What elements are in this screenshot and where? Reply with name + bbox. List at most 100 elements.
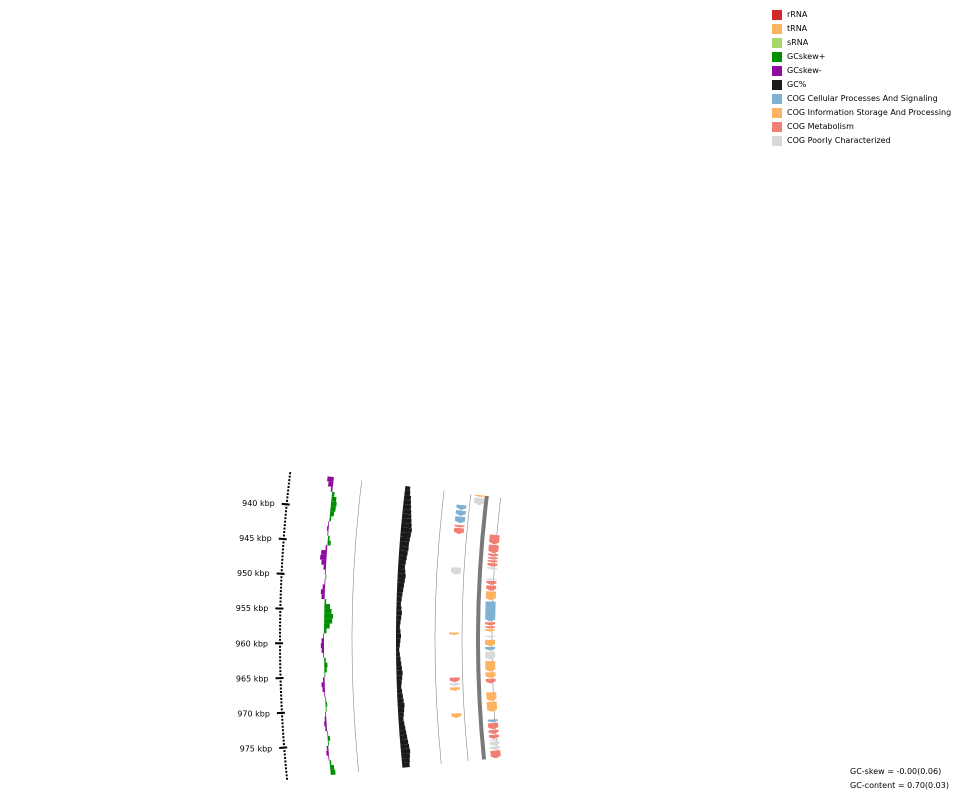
minor-tick (285, 770, 288, 773)
minor-tick (279, 684, 282, 687)
minor-tick (279, 670, 282, 673)
minor-tick (279, 635, 282, 638)
gc-skew-negative-bar (324, 569, 326, 575)
gc-content-bar (396, 665, 402, 671)
minor-tick (279, 673, 282, 676)
gc-content-bar (397, 578, 405, 584)
minor-tick (284, 513, 287, 516)
gc-content-bar (398, 559, 406, 565)
gc-content-bar (398, 725, 406, 731)
minor-tick (280, 569, 283, 572)
gene-outer-1 (489, 534, 500, 545)
major-tick (279, 746, 288, 749)
minor-tick (279, 617, 282, 620)
minor-tick (279, 604, 282, 607)
gc-content-bar (400, 743, 410, 750)
minor-tick (279, 680, 282, 683)
gc-content-bar (396, 670, 403, 676)
gc-skew-positive-bar (331, 491, 335, 497)
gc-content-bar (401, 522, 412, 529)
minor-tick (279, 687, 282, 690)
tick-label: 950 kbp (237, 569, 270, 578)
gc-skew-positive-bar (327, 535, 330, 541)
gene-reverse-1 (456, 504, 467, 510)
gc-content-bar (400, 527, 412, 533)
gc-content-bar (396, 679, 402, 685)
legend-label-trna: tRNA (787, 24, 808, 33)
gc-content-bar (396, 615, 402, 620)
gene-outer-18 (485, 646, 496, 651)
gc-skew-negative-bar (325, 711, 327, 717)
legend-item-trna: tRNA (772, 22, 951, 36)
gene-outer-9 (486, 580, 497, 585)
tick-label: 970 kbp (237, 709, 270, 718)
minor-tick (283, 531, 286, 534)
gene-reverse-2 (455, 510, 466, 516)
gc-content-bar (397, 582, 405, 588)
minor-tick (281, 718, 284, 721)
gc-skew-positive-bar (324, 672, 326, 678)
gc-skew-positive-bar (324, 599, 327, 605)
minor-tick (287, 486, 290, 489)
gc-content-bar (401, 518, 412, 524)
gc-content-bar (399, 734, 408, 741)
gc-content-bar (398, 716, 404, 722)
minor-tick (287, 482, 290, 485)
gc-skew-negative-bar (324, 716, 327, 722)
tick-label: 955 kbp (236, 604, 269, 613)
gc-content-bar (397, 693, 403, 699)
gc-skew-positive-bar (327, 731, 329, 737)
gc-content-bar (396, 619, 401, 625)
gene-reverse-10 (449, 687, 461, 691)
minor-tick (279, 610, 282, 613)
gene-outer-25 (487, 719, 498, 723)
minor-tick (279, 690, 282, 693)
gc-skew-negative-bar (328, 755, 330, 761)
gc-skew-positive-bar (325, 706, 327, 712)
gene-reverse-8 (449, 677, 460, 683)
minor-tick (284, 763, 287, 766)
gene-outer-22 (485, 678, 496, 684)
gc-content-stat: GC-content = 0.70(0.03) (850, 781, 949, 790)
gc-content-bar (398, 550, 408, 556)
gene-reverse-4 (454, 524, 465, 528)
legend: rRNA tRNA sRNA GCskew+ GCskew- GC% COG C… (772, 8, 951, 148)
minor-tick (289, 472, 292, 475)
minor-tick (282, 736, 285, 739)
legend-item-cog-metabolism: COG Metabolism (772, 120, 951, 134)
minor-tick (281, 729, 284, 732)
gc-content-bar (396, 633, 402, 639)
gene-outer-8 (486, 578, 497, 581)
gc-content-bar (399, 730, 407, 736)
gc-skew-track (320, 476, 337, 776)
minor-tick (286, 496, 289, 499)
minor-tick (286, 499, 289, 502)
tick-label: 975 kbp (240, 745, 273, 754)
gene-outer-29 (489, 739, 500, 742)
gc-content-bar (397, 698, 404, 704)
guide-ring (461, 493, 472, 762)
gc-content-bar (401, 513, 412, 520)
minor-tick (283, 527, 286, 530)
gc-content-bar (403, 495, 412, 501)
gc-skew-negative-bar (321, 638, 325, 644)
gene-outer-7 (487, 567, 498, 570)
gc-content-bar (397, 573, 406, 579)
legend-swatch-cog-metabolism (772, 122, 782, 132)
gc-content-track (396, 485, 412, 768)
gc-content-bar (403, 499, 412, 506)
gc-skew-negative-bar (321, 682, 325, 688)
gc-content-bar (396, 652, 400, 657)
minor-tick (279, 600, 282, 603)
tick-ring: 940 kbp 945 kbp 950 kbp 955 kbp 960 kbp 965 k… (235, 472, 292, 780)
minor-tick (279, 645, 282, 648)
gc-skew-positive-bar (330, 501, 337, 507)
gc-content-bar (396, 629, 401, 634)
gc-skew-positive-bar (325, 701, 328, 707)
gc-content-bar (397, 568, 406, 574)
legend-label-gc-percent: GC% (787, 80, 807, 89)
gene-outer-24 (486, 701, 498, 712)
feature-track (449, 494, 501, 760)
gc-skew-negative-bar (324, 579, 326, 585)
minor-tick (280, 579, 283, 582)
